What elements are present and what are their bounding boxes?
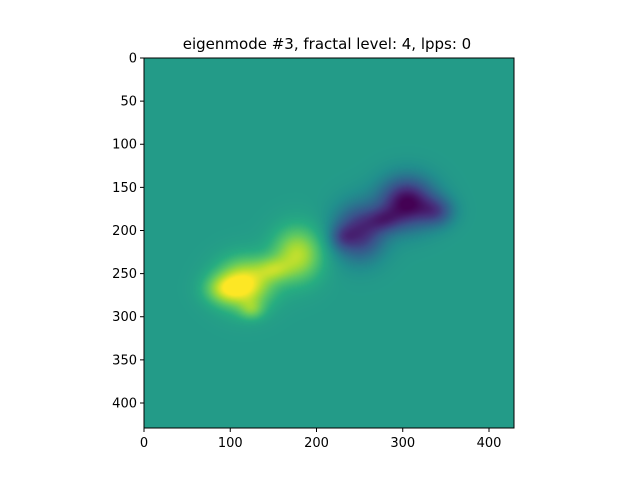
y-tick-label: 400 <box>112 396 137 411</box>
x-tick-label: 300 <box>390 436 415 451</box>
heatmap-image <box>144 58 514 428</box>
y-tick-label: 50 <box>120 95 137 110</box>
y-tick-label: 0 <box>129 52 137 67</box>
x-tick-label: 0 <box>140 436 148 451</box>
x-tick-label: 100 <box>218 436 243 451</box>
x-axis-ticks: 0 100 200 300 400 <box>140 428 502 451</box>
y-tick-label: 150 <box>112 181 137 196</box>
y-tick-label: 350 <box>112 353 137 368</box>
x-tick-label: 200 <box>304 436 329 451</box>
y-tick-label: 200 <box>112 224 137 239</box>
heatmap-image-wrapper <box>144 58 514 428</box>
y-axis-ticks: 0 50 100 150 200 250 300 350 400 <box>112 52 144 411</box>
y-tick-label: 100 <box>112 138 137 153</box>
x-tick-label: 400 <box>477 436 502 451</box>
y-tick-label: 300 <box>112 310 137 325</box>
chart-title: eigenmode #3, fractal level: 4, lpps: 0 <box>183 35 471 53</box>
y-tick-label: 250 <box>112 267 137 282</box>
plot-frame <box>143 57 515 429</box>
